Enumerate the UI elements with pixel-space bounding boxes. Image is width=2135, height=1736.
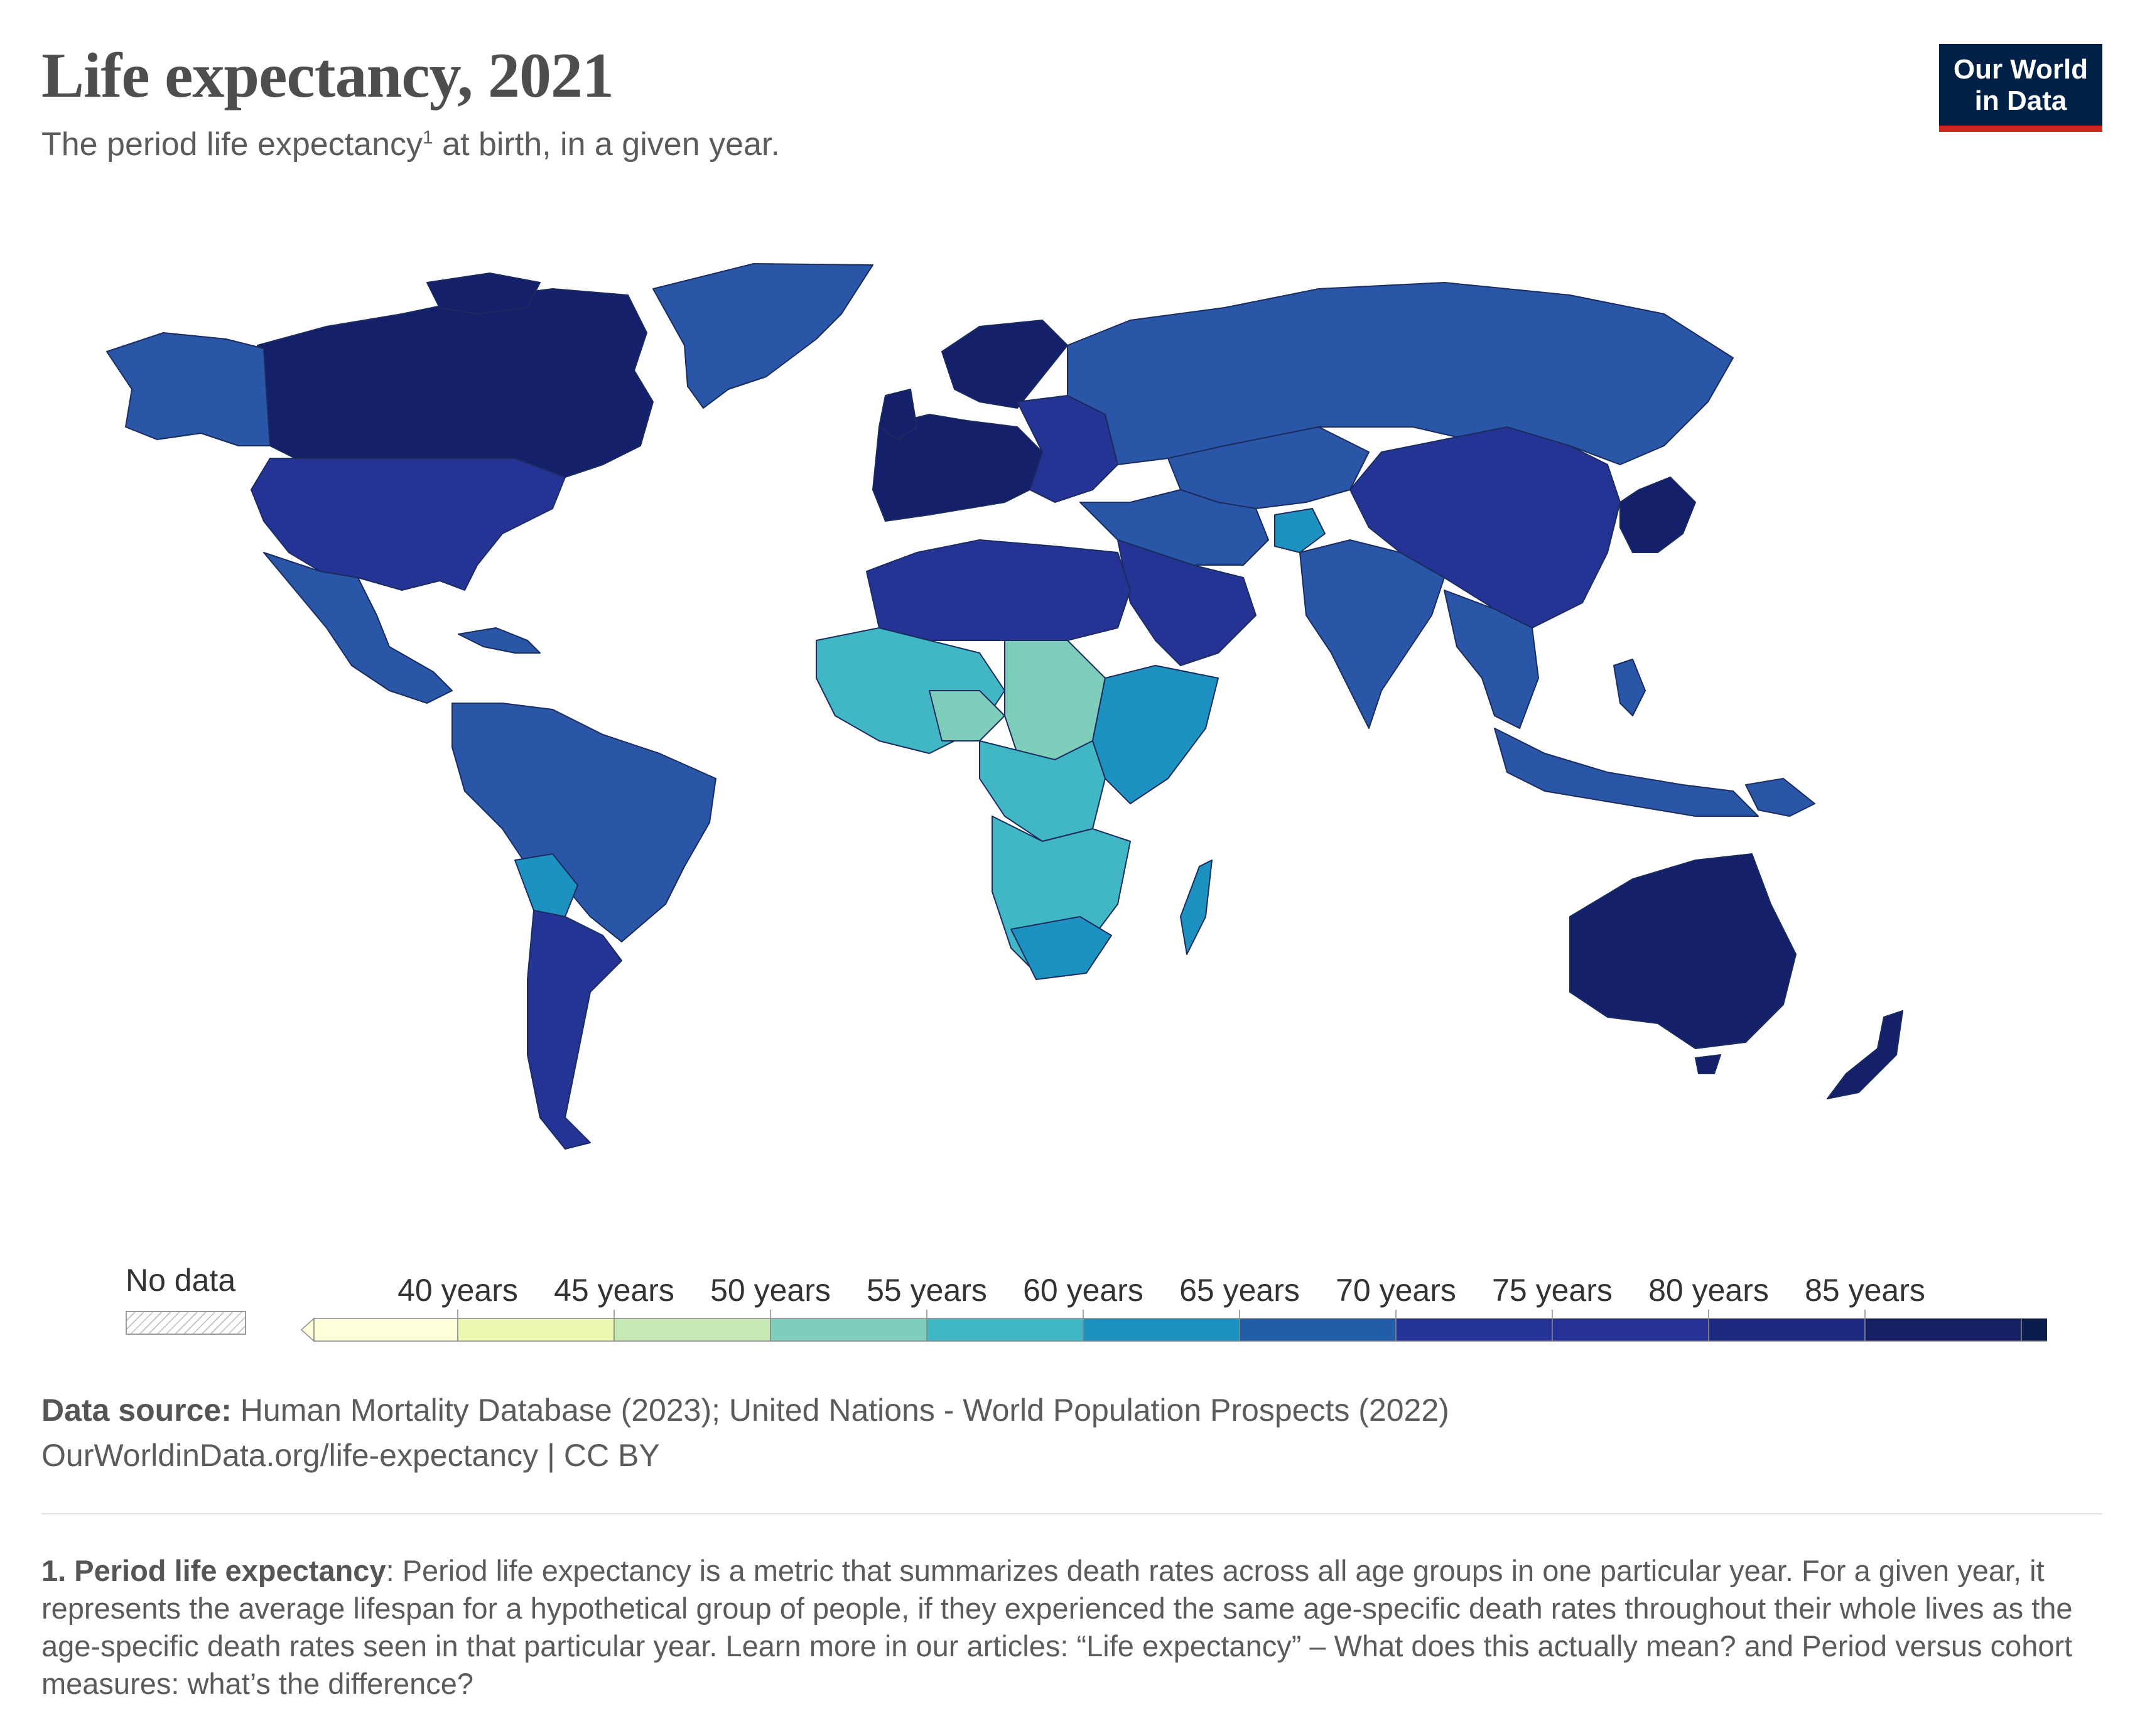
region-greenland[interactable] [652,263,873,409]
legend-swatch-6[interactable] [1239,1318,1397,1342]
region-mexico[interactable] [263,552,453,704]
subtitle-rest: at birth, in a given year. [433,126,780,163]
region-caribbean[interactable] [458,627,541,654]
legend-swatch-4[interactable] [926,1318,1084,1342]
region-arctic-islands[interactable] [426,272,541,315]
legend-swatch-3[interactable] [770,1318,927,1342]
region-uk[interactable] [878,389,917,440]
footnote-text: : Period life expectancy is a metric tha… [41,1554,2073,1700]
world-map[interactable] [0,239,2135,1205]
region-australia[interactable] [1569,853,1797,1049]
subtitle-text: The period life expectancy [41,126,423,163]
region-south-africa[interactable] [1010,916,1112,980]
region-madagascar[interactable] [1180,860,1213,955]
region-afghanistan[interactable] [1274,508,1326,553]
region-northern-south-america[interactable] [451,703,716,942]
legend-tick-label-9: 85 years [1805,1273,1925,1308]
legend-tick-label-4: 60 years [1023,1273,1143,1308]
footnote-label: 1. Period life expectancy [41,1554,386,1587]
region-indonesia[interactable] [1494,728,1759,817]
region-papua-new-guinea[interactable] [1745,778,1815,817]
legend-tick-label-6: 70 years [1336,1273,1456,1308]
region-southeast-asia[interactable] [1444,590,1539,729]
legend-tick-label-7: 75 years [1492,1273,1613,1308]
region-korea-japan[interactable] [1619,477,1696,553]
legend-tick-label-2: 50 years [710,1273,831,1308]
data-source: Data source: Human Mortality Database (2… [41,1388,1449,1478]
region-russia[interactable] [1067,282,1734,465]
region-philippines[interactable] [1613,659,1646,716]
region-east-africa[interactable] [1092,665,1219,804]
source-label: Data source: [41,1393,232,1428]
chart-subtitle: The period life expectancy1 at birth, in… [41,126,780,163]
region-india[interactable] [1299,539,1445,729]
region-tasmania[interactable] [1695,1054,1721,1074]
region-china[interactable] [1349,426,1621,628]
legend-swatch-11[interactable] [2021,1318,2047,1342]
legend-tick-label-3: 55 years [867,1273,987,1308]
legend-tick-label-0: 40 years [397,1273,518,1308]
owid-logo[interactable]: Our World in Data [1939,44,2102,132]
legend-no-data-swatch[interactable] [126,1311,246,1335]
legend-swatch-1[interactable] [457,1318,615,1342]
region-scandinavia[interactable] [941,320,1068,409]
divider [41,1513,2102,1514]
region-western-europe[interactable] [872,414,1043,522]
region-usa[interactable] [251,458,566,591]
region-canada[interactable] [257,288,654,478]
footnote-marker[interactable]: 1 [423,127,433,148]
logo-line2: in Data [1974,85,2067,116]
legend-swatch-2[interactable] [613,1318,771,1342]
legend-swatch-0[interactable] [313,1318,458,1342]
region-nigeria[interactable] [929,690,1005,741]
color-legend[interactable]: 40 years 45 years 50 years 55 years 60 years… [289,1256,2047,1350]
legend-swatch-9[interactable] [1708,1318,1866,1342]
chart-title: Life expectancy, 2021 [41,40,614,111]
region-arabian-peninsula[interactable] [1117,539,1257,666]
legend-tick-label-1: 45 years [554,1273,674,1308]
source-url[interactable]: OurWorldinData.org/life-expectancy | CC … [41,1438,660,1473]
legend-tick-label-5: 65 years [1179,1273,1300,1308]
region-bolivia[interactable] [514,853,578,917]
logo-line1: Our World [1953,54,2089,85]
region-alaska[interactable] [106,332,271,446]
region-new-zealand[interactable] [1827,1010,1903,1099]
legend-arrow-left [300,1317,315,1342]
legend-tick-label-8: 80 years [1648,1273,1769,1308]
legend-swatch-10[interactable] [1864,1318,2022,1342]
legend-no-data-label: No data [126,1263,236,1298]
legend-swatch-7[interactable] [1395,1318,1553,1342]
legend-swatch-8[interactable] [1552,1318,1709,1342]
source-text: Human Mortality Database (2023); United … [231,1393,1449,1428]
footnote: 1. Period life expectancy: Period life e… [41,1552,2076,1703]
legend-swatch-5[interactable] [1083,1318,1240,1342]
region-north-africa[interactable] [866,539,1131,641]
region-southern-cone[interactable] [527,910,622,1150]
